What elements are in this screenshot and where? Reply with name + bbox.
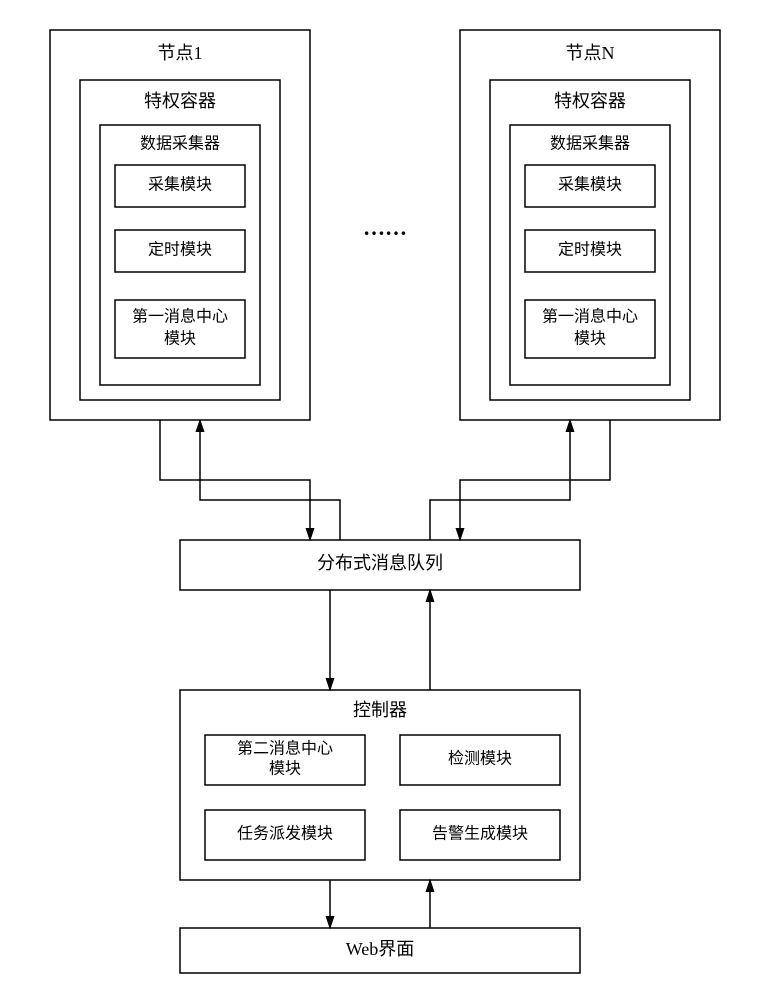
node-left-box xyxy=(50,30,310,420)
node-right-mod3-label-b: 模块 xyxy=(574,330,606,348)
node-left-collector-title: 数据采集器 xyxy=(140,135,220,153)
web-label: Web界面 xyxy=(346,939,415,959)
node-right-mod1-label: 采集模块 xyxy=(558,176,622,194)
node-right-box xyxy=(460,30,720,420)
node-left-title: 节点1 xyxy=(158,43,203,63)
controller-mod3-label: 任务派发模块 xyxy=(237,825,333,843)
node-left-mod1-label: 采集模块 xyxy=(148,176,212,194)
controller-title: 控制器 xyxy=(353,700,407,720)
node-right-collector-title: 数据采集器 xyxy=(550,135,630,153)
node-left-mod3-label-b: 模块 xyxy=(164,330,196,348)
node-right-container-title: 特权容器 xyxy=(554,91,626,111)
node-left-mod3-label-a: 第一消息中心 xyxy=(132,308,228,326)
node-right-title: 节点N xyxy=(566,43,615,63)
arrow-node1-to-queue xyxy=(160,420,310,540)
node-left-container-title: 特权容器 xyxy=(144,91,216,111)
node-right-mod3-label-a: 第一消息中心 xyxy=(542,308,638,326)
controller-mod4-label: 告警生成模块 xyxy=(432,825,528,843)
queue-label: 分布式消息队列 xyxy=(317,553,443,573)
node-right-container-box xyxy=(490,80,690,400)
arrow-noden-to-queue xyxy=(460,420,610,540)
ellipsis-label: …… xyxy=(363,215,407,240)
controller-mod2-label: 检测模块 xyxy=(448,750,512,768)
node-right-mod2-label: 定时模块 xyxy=(558,241,622,259)
node-left-mod2-label: 定时模块 xyxy=(148,241,212,259)
controller-mod1-label-b: 模块 xyxy=(269,760,301,778)
node-left-container-box xyxy=(80,80,280,400)
controller-mod1-label-a: 第二消息中心 xyxy=(237,740,333,758)
